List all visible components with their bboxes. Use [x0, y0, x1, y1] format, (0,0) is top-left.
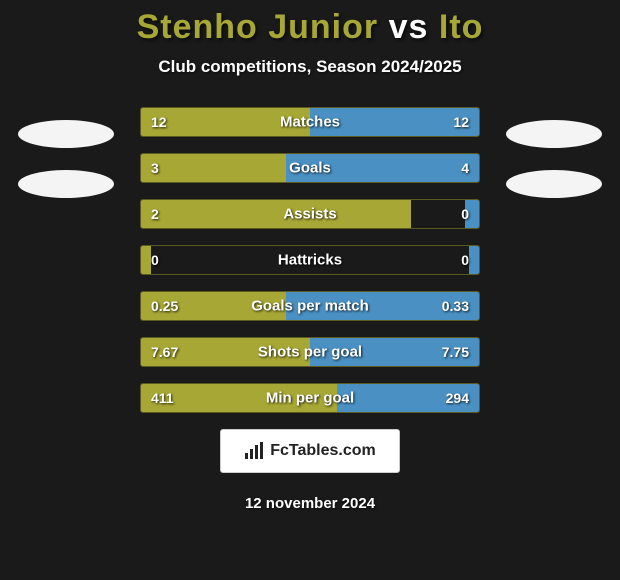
team-logo-right-2: [506, 170, 602, 198]
stat-label: Matches: [141, 114, 479, 131]
vs-text: vs: [389, 8, 429, 46]
stat-label: Goals per match: [141, 298, 479, 315]
stat-row: 1212Matches: [140, 107, 480, 137]
stat-label: Min per goal: [141, 390, 479, 407]
fctables-text: FcTables.com: [270, 442, 376, 460]
date-text: 12 november 2024: [0, 495, 620, 512]
player2-name: Ito: [439, 8, 484, 46]
stat-row: 34Goals: [140, 153, 480, 183]
right-logos: [506, 120, 602, 220]
stat-row: 7.677.75Shots per goal: [140, 337, 480, 367]
left-logos: [18, 120, 114, 220]
player1-name: Stenho Junior: [137, 8, 379, 46]
stats-container: 1212Matches 34Goals 20Assists 00Hattricks 0.…: [140, 107, 480, 413]
subtitle: Club competitions, Season 2024/2025: [0, 57, 620, 77]
team-logo-left-2: [18, 170, 114, 198]
chart-icon: [244, 442, 264, 460]
fctables-badge[interactable]: FcTables.com: [220, 429, 400, 473]
team-logo-right-1: [506, 120, 602, 148]
team-logo-left-1: [18, 120, 114, 148]
stat-row: 411294Min per goal: [140, 383, 480, 413]
stat-row: 00Hattricks: [140, 245, 480, 275]
stat-label: Assists: [141, 206, 479, 223]
stat-row: 20Assists: [140, 199, 480, 229]
stat-label: Hattricks: [141, 252, 479, 269]
page-title: Stenho Junior vs Ito: [0, 0, 620, 47]
stat-label: Shots per goal: [141, 344, 479, 361]
stat-label: Goals: [141, 160, 479, 177]
stat-row: 0.250.33Goals per match: [140, 291, 480, 321]
